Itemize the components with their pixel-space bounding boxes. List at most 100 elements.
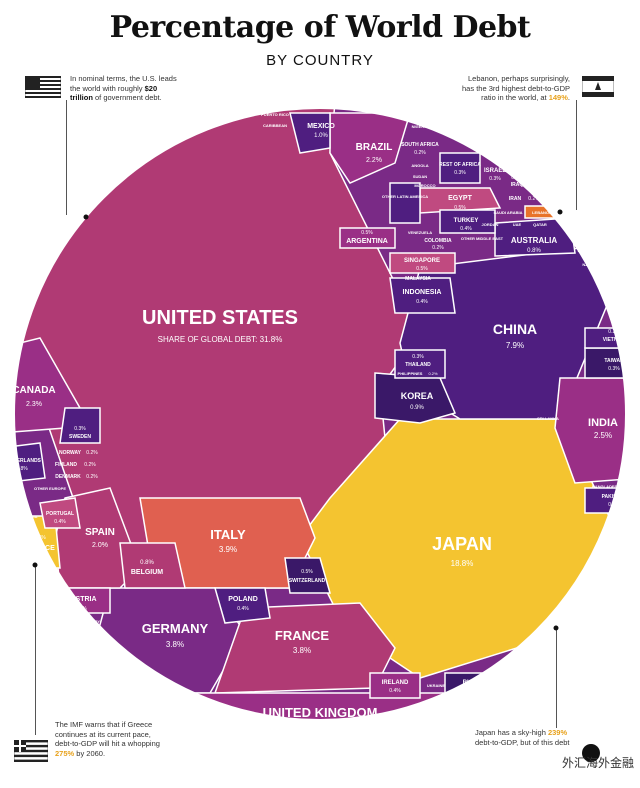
value-united-states: SHARE OF GLOBAL DEBT: 31.8%	[158, 335, 283, 344]
value-ireland: 0.4%	[389, 688, 401, 694]
label-nz: NZ	[582, 262, 588, 267]
label-norway: NORWAY	[59, 450, 82, 456]
label-sudan: SUDAN	[413, 174, 427, 179]
value-canada: 2.3%	[26, 401, 42, 408]
label-france: FRANCE	[275, 628, 329, 643]
label-other-asia: OTHER ASIA	[604, 524, 629, 529]
label-finland: FINLAND	[55, 462, 77, 468]
label-qatar: QATAR	[533, 222, 547, 227]
value-portugal: 0.4%	[54, 519, 66, 525]
label-israel: ISRAEL	[484, 168, 506, 174]
chart-circle-outline	[13, 107, 627, 721]
label-venezuela: VENEZUELA	[408, 230, 432, 235]
value-vietnam: 0.2%	[608, 329, 620, 335]
label-angola: ANGOLA	[411, 163, 428, 168]
label-saudi-arabia: SAUDI ARABIA	[494, 210, 523, 215]
value-rest-of-africa: 0.3%	[454, 170, 466, 176]
cell-indonesia	[389, 277, 456, 314]
value-taiwan: 0.3%	[608, 366, 620, 372]
value-belgium: 0.8%	[140, 560, 154, 566]
label-morocco: MOROCCO	[414, 183, 435, 188]
page-title: Percentage of World Debt	[109, 10, 531, 45]
label-uae: UAE	[513, 222, 522, 227]
cell-mexico	[289, 112, 331, 154]
value-argentina: 0.5%	[361, 230, 373, 236]
value-germany: 3.8%	[166, 640, 184, 649]
greece-pointer-dot	[32, 562, 38, 568]
label-croatia: CROATIA	[87, 632, 105, 637]
greece-pointer-line	[35, 565, 36, 735]
cell-australia	[494, 217, 576, 257]
label-sri-lanka: SRI LANKA	[537, 416, 559, 421]
label-netherlands: NETHERLANDS	[3, 458, 41, 464]
label-korea: KOREA	[401, 391, 434, 401]
label-russia: RUSSIA	[463, 680, 486, 686]
label-china: CHINA	[493, 321, 537, 337]
label-ukraine: UKRAINE	[427, 683, 446, 688]
label-germany: GERMANY	[142, 621, 209, 636]
lebanon-flag-icon	[582, 76, 614, 97]
value-japan: 18.8%	[451, 559, 474, 568]
label-taiwan: TAIWAN	[604, 358, 624, 364]
value-colombia: 0.2%	[432, 245, 444, 251]
label-nigeria: NIGERIA	[412, 124, 429, 129]
label-japan: JAPAN	[432, 534, 492, 554]
value-mexico: 1.0%	[314, 133, 328, 139]
value-spain: 2.0%	[92, 542, 108, 549]
label-sweden: SWEDEN	[69, 434, 91, 440]
label-other-europe: OTHER EUROPE	[34, 486, 66, 491]
value-brazil: 2.2%	[366, 157, 382, 164]
label-switzerland: SWITZERLAND	[289, 578, 326, 584]
value-greece: 0.6%	[34, 535, 46, 541]
cell-other-latin-america	[389, 182, 421, 224]
value-poland: 0.4%	[237, 606, 249, 612]
cell-thailand	[394, 349, 446, 379]
cell-switzerland	[284, 557, 331, 594]
cell-portugal	[39, 497, 81, 529]
label-greece: GREECE	[25, 545, 55, 552]
label-caribbean: CARIBBEAN	[263, 123, 287, 128]
label-other-latin-america: OTHER LATIN AMERICA	[382, 194, 428, 199]
value-switzerland: 0.5%	[301, 569, 313, 575]
voronoi-treemap: UNITED STATES SHARE OF GLOBAL DEBT: 31.8…	[3, 107, 629, 733]
lebanon-pointer-dot	[557, 209, 563, 215]
us-note: In nominal terms, the U.S. leads the wor…	[70, 74, 177, 102]
value-egypt: 0.5%	[454, 205, 466, 211]
value-china: 7.9%	[506, 341, 524, 350]
label-turkey: TURKEY	[454, 218, 479, 224]
value-singapore: 0.5%	[416, 266, 428, 272]
label-colombia: COLOMBIA	[424, 238, 452, 244]
cell-france	[213, 602, 396, 694]
value-italy: 3.9%	[219, 545, 237, 554]
label-romania: ROMANIA	[18, 514, 37, 519]
label-belgium: BELGIUM	[131, 569, 163, 576]
label-malaysia: MALAYSIA	[405, 276, 431, 282]
label-italy: ITALY	[210, 527, 246, 542]
value-turkey: 0.4%	[460, 226, 472, 232]
label-thailand: THAILAND	[405, 362, 431, 368]
label-south-africa: SOUTH AFRICA	[401, 142, 439, 148]
cell-ireland	[369, 672, 421, 699]
brand-logo-icon	[582, 744, 600, 762]
watermark: 外汇海外金融	[561, 756, 634, 770]
label-iran: IRAN	[509, 196, 522, 202]
label-hungary: HUNGARY	[80, 619, 100, 624]
debt-chart: UNITED STATES SHARE OF GLOBAL DEBT: 31.8…	[0, 88, 640, 788]
value-netherlands: 0.8%	[16, 466, 28, 472]
japan-note: Japan has a sky-high 239% debt-to-GDP, b…	[475, 728, 570, 747]
value-iran: 0.2%	[528, 196, 540, 202]
label-pac-isles: PAC ISLES	[578, 248, 599, 253]
label-canada: CANADA	[12, 385, 55, 396]
japan-pointer-line	[556, 628, 557, 728]
value-united-kingdom: 3.7%	[311, 724, 329, 733]
label-egypt: EGYPT	[448, 195, 472, 202]
japan-pointer-dot	[553, 625, 559, 631]
label-poland: POLAND	[228, 596, 258, 603]
label-pakistan: PAKISTAN	[602, 494, 627, 500]
us-flag-icon	[25, 76, 61, 98]
label-philippines: PHILIPPINES	[398, 371, 423, 376]
value-norway: 0.2%	[86, 450, 98, 456]
label-czech: CZECH	[91, 643, 105, 648]
value-iraq: 0.2%	[511, 175, 523, 181]
